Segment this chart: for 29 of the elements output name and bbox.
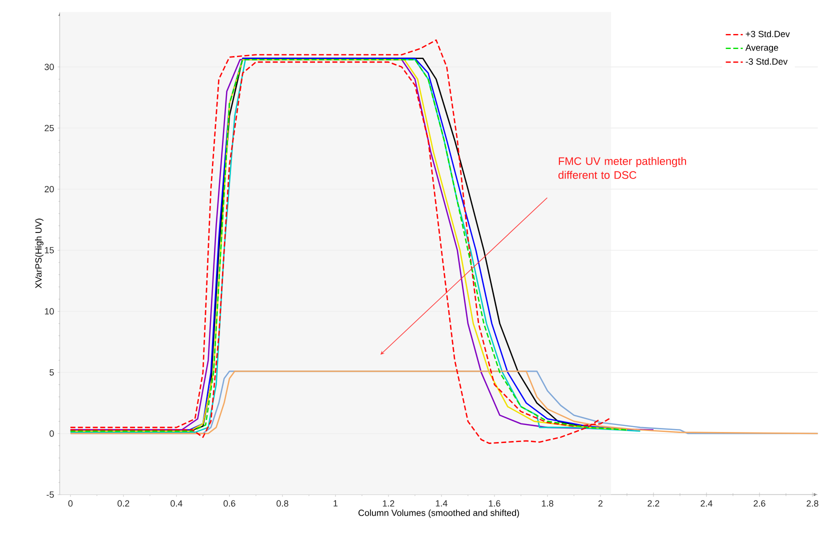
legend-label: Average xyxy=(745,44,778,53)
x-tick-label: 2.2 xyxy=(648,500,660,507)
y-tick-label: 15 xyxy=(44,247,54,254)
y-tick-label: 5 xyxy=(50,370,54,376)
x-tick-label: 2 xyxy=(598,500,602,507)
x-tick-label: 0.8 xyxy=(276,500,288,507)
y-axis-title: XVarPS(High UV) xyxy=(35,218,44,289)
x-tick-label: 1.2 xyxy=(382,500,394,507)
y-tick-label: 20 xyxy=(44,186,54,193)
x-axis-title: Column Volumes (smoothed and shifted) xyxy=(358,510,520,518)
y-tick-label: 25 xyxy=(44,125,54,132)
annotation: FMC UV meter pathlength different to DSC xyxy=(558,157,686,180)
x-tick-label: 1.4 xyxy=(436,500,448,507)
x-tick-label: 0.6 xyxy=(224,500,236,507)
x-tick-label: 1 xyxy=(334,500,338,507)
x-tick-label: 0 xyxy=(68,500,73,507)
y-tick-label: -5 xyxy=(46,492,54,498)
y-tick-label: 10 xyxy=(44,308,54,315)
x-tick-label: 1.8 xyxy=(542,500,554,507)
y-tick-label: 0 xyxy=(50,430,54,437)
x-tick-label: 2.6 xyxy=(754,500,766,507)
x-tick-label: 2.8 xyxy=(806,500,818,507)
x-tick-label: 2.4 xyxy=(700,500,712,507)
y-tick-label: 30 xyxy=(44,64,54,70)
legend-label: +3 Std.Dev xyxy=(746,30,790,38)
legend-label: -3 Std.Dev xyxy=(746,58,788,65)
x-tick-label: 0.2 xyxy=(118,500,130,507)
x-tick-label: 0.4 xyxy=(170,500,182,507)
x-tick-label: 1.6 xyxy=(488,500,500,507)
